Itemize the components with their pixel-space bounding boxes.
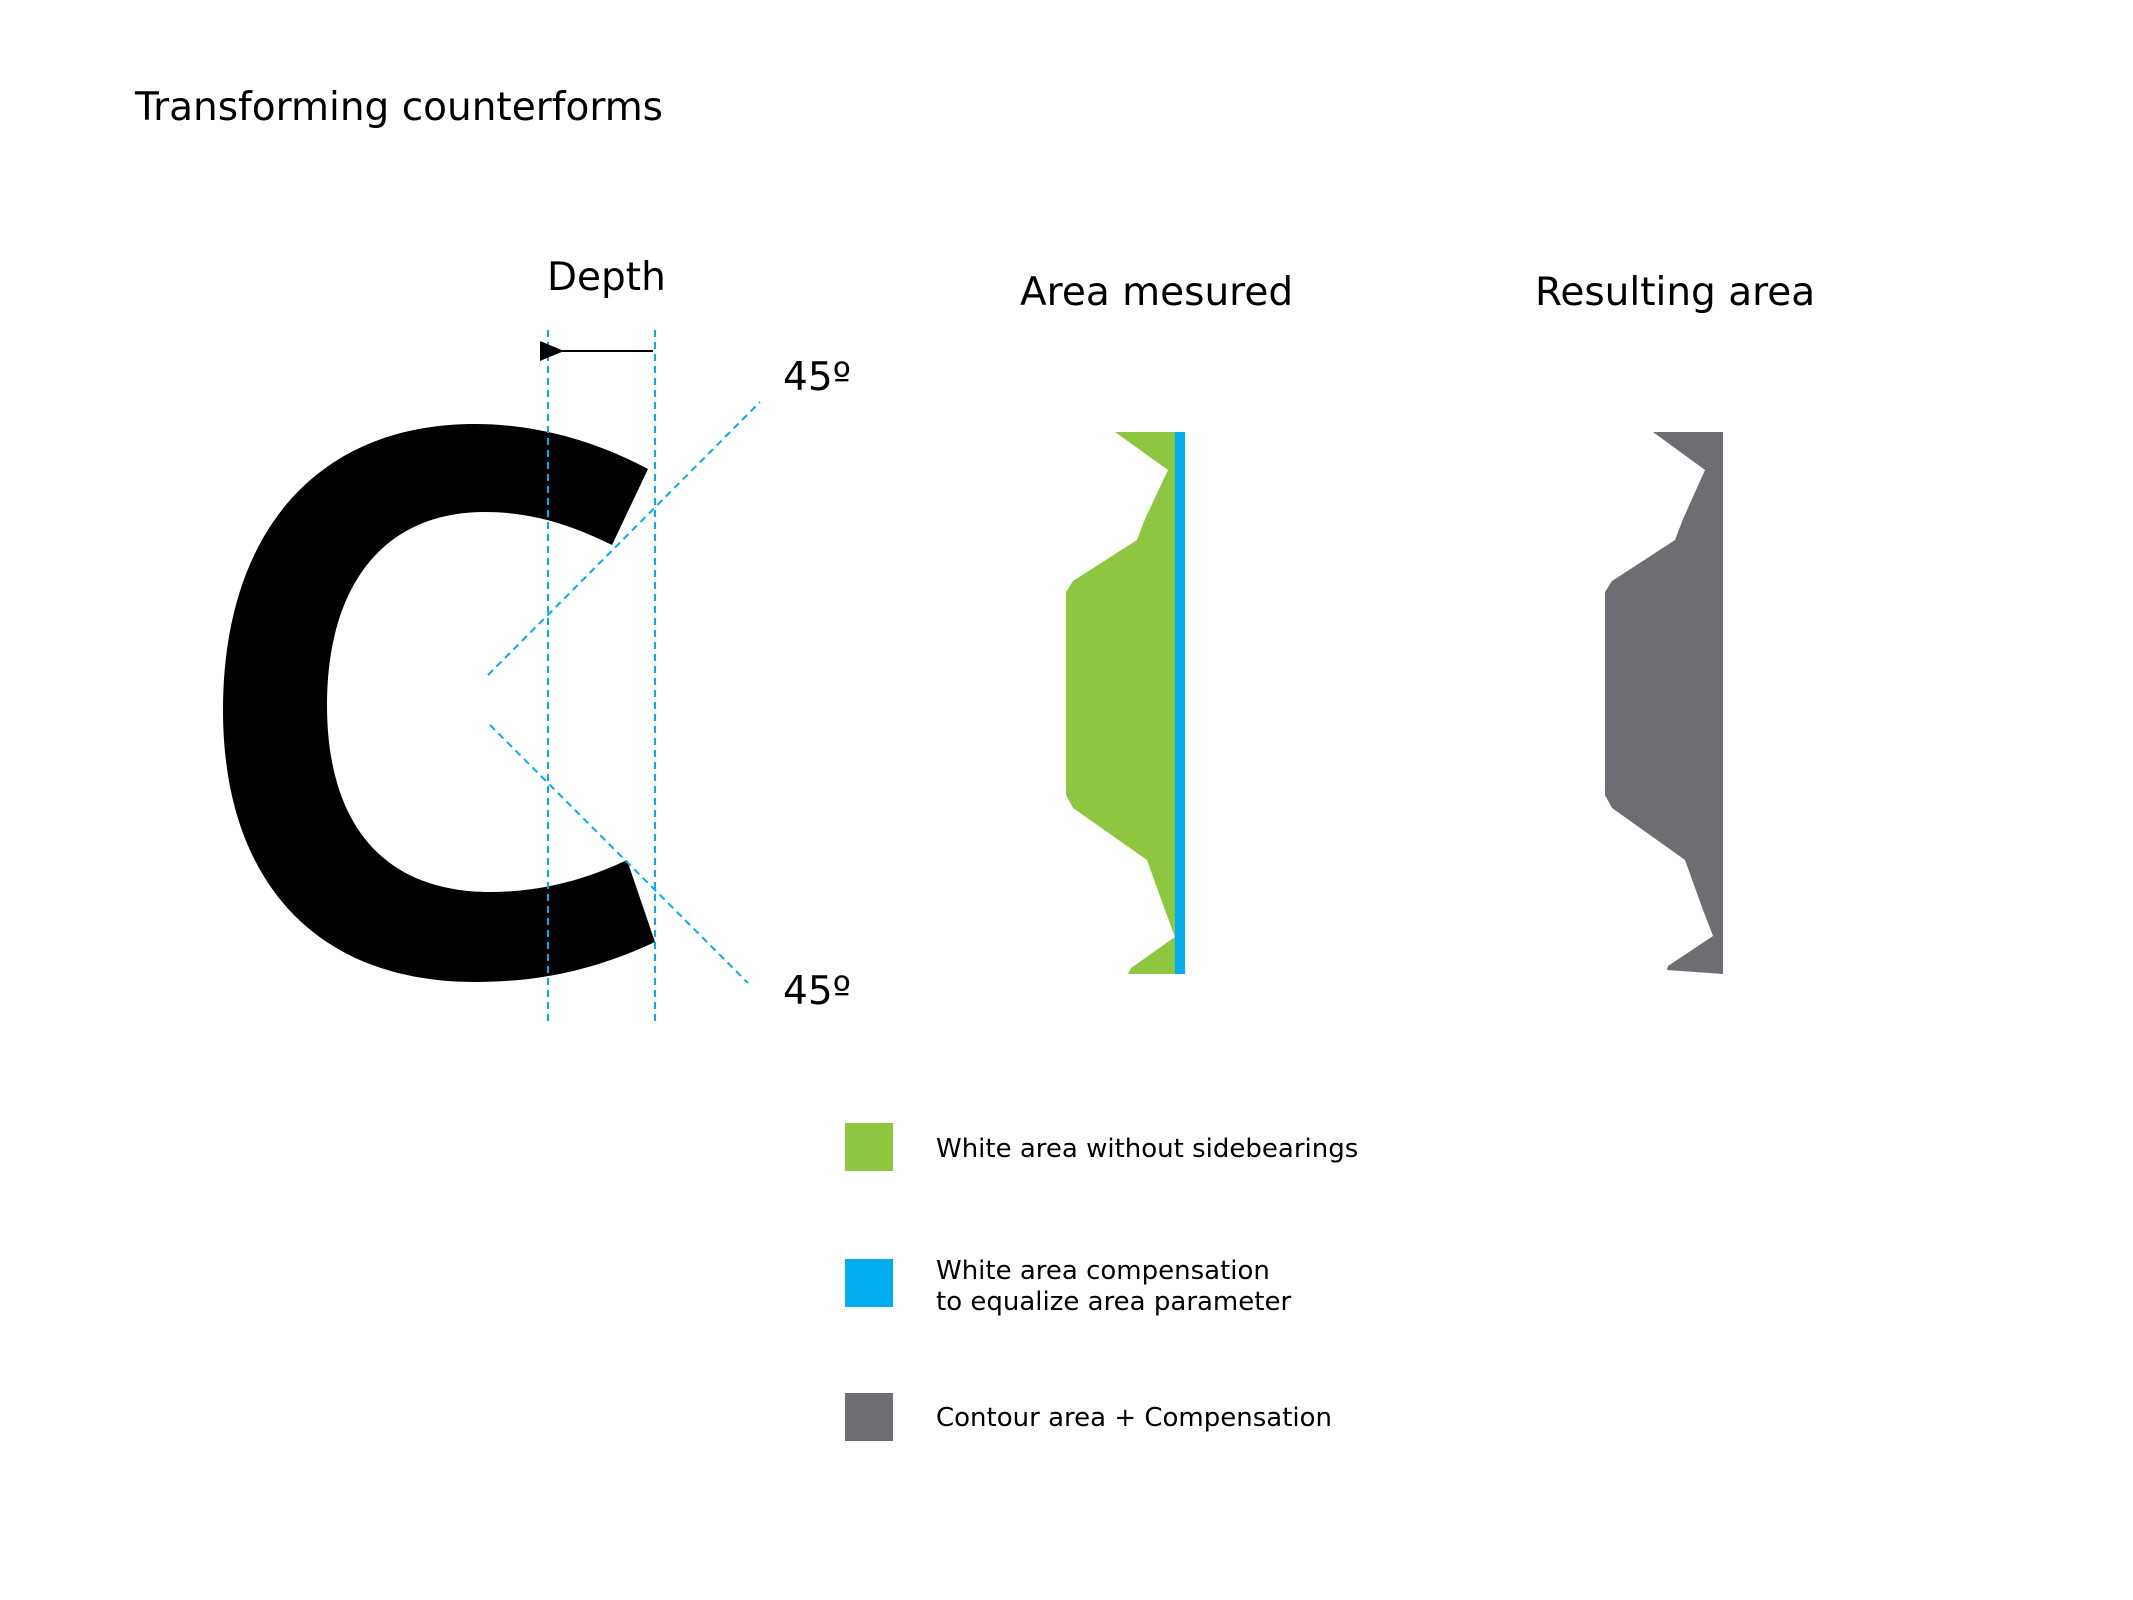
angle-label-top: 45º [783,355,852,400]
white-area-shape [1066,432,1175,974]
legend-item-text: Contour area + Compensation [936,1403,1333,1433]
legend-item-text: White area compensation [936,1256,1270,1286]
angle-guide-top [487,401,761,676]
legend-item-text: to equalize area parameter [936,1287,1292,1317]
angle-label-bottom: 45º [783,969,852,1014]
legend-item-text: White area without sidebearings [936,1134,1359,1164]
legend-swatch-blue [845,1259,893,1307]
legend-swatch-gray [845,1393,893,1441]
resulting-area-label: Resulting area [1535,270,1816,315]
legend-swatch-green [845,1123,893,1171]
depth-label: Depth [547,255,666,300]
page-title: Transforming counterforms [135,85,664,130]
area-measured-label: Area mesured [1020,270,1294,315]
resulting-area-shape [1605,432,1723,974]
compensation-strip [1175,432,1185,974]
letter-c-glyph [223,424,655,982]
angle-guide-bottom [489,724,749,984]
